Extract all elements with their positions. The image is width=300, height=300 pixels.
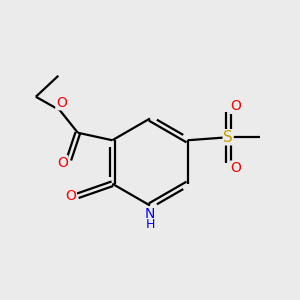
- Text: O: O: [57, 156, 68, 170]
- Text: O: O: [65, 189, 76, 203]
- Text: H: H: [145, 218, 155, 231]
- Text: O: O: [230, 99, 241, 113]
- Text: O: O: [56, 96, 67, 110]
- Text: O: O: [230, 161, 241, 175]
- Text: N: N: [145, 207, 155, 221]
- Text: S: S: [223, 130, 233, 145]
